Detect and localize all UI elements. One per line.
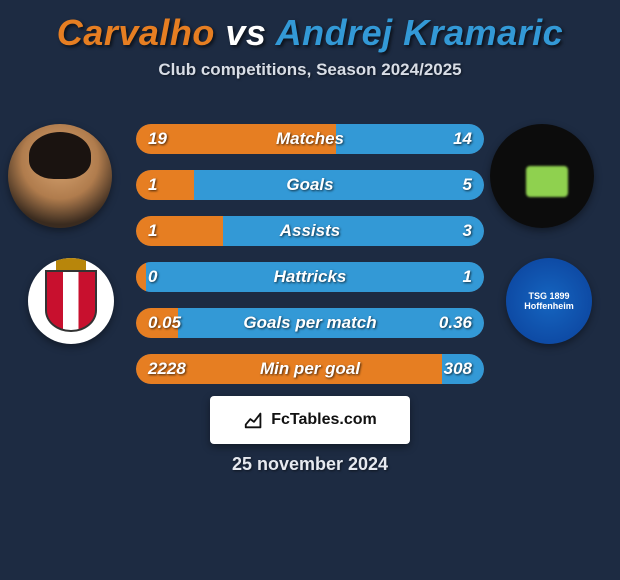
bar-fill-right bbox=[223, 216, 484, 246]
bar-fill-right bbox=[146, 262, 484, 292]
logo-text: FcTables.com bbox=[271, 411, 377, 429]
footer-date: 25 november 2024 bbox=[0, 454, 620, 475]
bar-fill-left bbox=[136, 170, 194, 200]
stat-right-value: 3 bbox=[463, 216, 472, 246]
player1-name: Carvalho bbox=[57, 12, 215, 53]
player1-avatar bbox=[8, 124, 112, 228]
stat-left-value: 1 bbox=[148, 216, 157, 246]
stat-right-value: 1 bbox=[463, 262, 472, 292]
stat-row: 01Hattricks bbox=[136, 262, 484, 292]
stat-row: 0.050.36Goals per match bbox=[136, 308, 484, 338]
stat-row: 13Assists bbox=[136, 216, 484, 246]
player2-name: Andrej Kramaric bbox=[276, 12, 564, 53]
stat-left-value: 19 bbox=[148, 124, 167, 154]
player2-avatar bbox=[490, 124, 594, 228]
club2-crest-text: TSG 1899 Hoffenheim bbox=[506, 258, 592, 344]
stat-left-value: 2228 bbox=[148, 354, 186, 384]
stat-left-value: 0 bbox=[148, 262, 157, 292]
stats-container: 1914Matches15Goals13Assists01Hattricks0.… bbox=[136, 124, 484, 400]
bar-fill-right bbox=[194, 170, 484, 200]
bar-fill-left bbox=[136, 262, 146, 292]
stat-row: 15Goals bbox=[136, 170, 484, 200]
club2-crest: TSG 1899 Hoffenheim bbox=[506, 258, 592, 344]
stat-left-value: 0.05 bbox=[148, 308, 181, 338]
stat-left-value: 1 bbox=[148, 170, 157, 200]
club1-crest bbox=[28, 258, 114, 344]
vs-text: vs bbox=[225, 12, 266, 53]
chart-icon bbox=[243, 409, 265, 431]
stat-right-value: 14 bbox=[453, 124, 472, 154]
fctables-logo: FcTables.com bbox=[210, 396, 410, 444]
stat-row: 1914Matches bbox=[136, 124, 484, 154]
subtitle: Club competitions, Season 2024/2025 bbox=[0, 60, 620, 80]
stat-right-value: 0.36 bbox=[439, 308, 472, 338]
comparison-title: Carvalho vs Andrej Kramaric bbox=[0, 0, 620, 54]
stat-right-value: 308 bbox=[444, 354, 472, 384]
stat-row: 2228308Min per goal bbox=[136, 354, 484, 384]
stat-right-value: 5 bbox=[463, 170, 472, 200]
